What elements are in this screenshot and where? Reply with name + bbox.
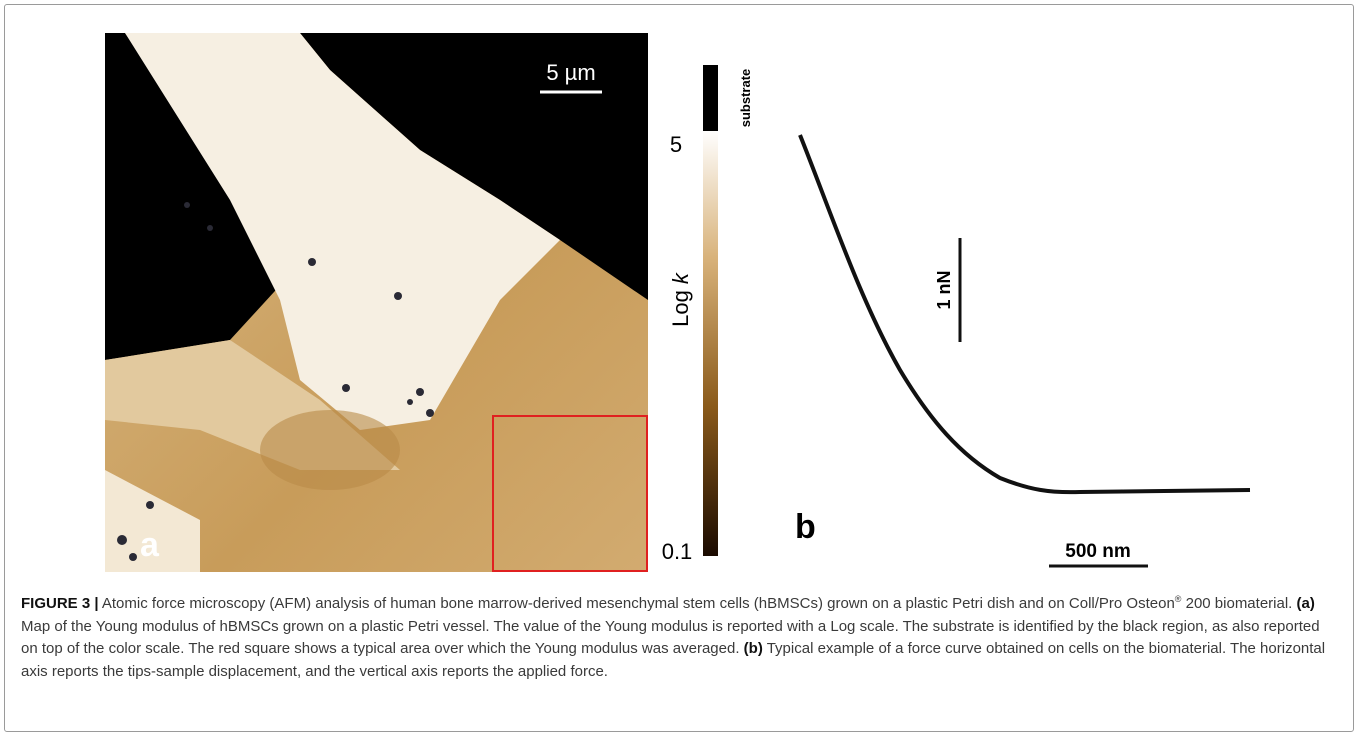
panel-ref: (a) [1296, 595, 1315, 612]
colorbar-label: Log k [668, 272, 693, 327]
colorbar-label-text: Log [668, 284, 693, 327]
caption-text: Atomic force microscopy (AFM) analysis o… [98, 595, 1175, 612]
average-area [492, 415, 648, 572]
panel-label: a [140, 526, 160, 564]
figure-number: FIGURE 3 | [21, 595, 99, 612]
registered-mark: ® [1174, 594, 1182, 604]
figure: 5 µm a 5 0.1 Log k substrate 1 nN b 500 … [105, 33, 1251, 572]
scale-bar-label: 5 µm [546, 60, 595, 85]
caption: FIGURE 3 | Atomic force microscopy (AFM)… [21, 593, 1339, 683]
substrate-label: substrate [738, 69, 753, 128]
force-curve [798, 134, 1251, 495]
caption-text: Map of the Young modulus of hBMSCs grown… [21, 617, 1320, 658]
figure-frame [4, 4, 1354, 732]
colorbar: 5 0.1 Log k substrate [662, 65, 753, 564]
scale-y-label: 1 nN [934, 270, 954, 309]
caption-text: 200 biomaterial. [1181, 595, 1297, 612]
panel-ref: (b) [743, 640, 763, 658]
colorbar-label-var: k [668, 272, 693, 284]
afm-map: 5 µm a [105, 33, 648, 572]
caption-text: Typical example of a force curve obtaine… [21, 640, 1326, 680]
scale-x-label: 500 nm [1065, 541, 1130, 562]
colorbar-top: 5 [670, 132, 682, 157]
panel-label: b [795, 508, 816, 546]
colorbar-bottom: 0.1 [662, 539, 693, 564]
force-curve-panel: 1 nN b 500 nm [795, 134, 1251, 568]
